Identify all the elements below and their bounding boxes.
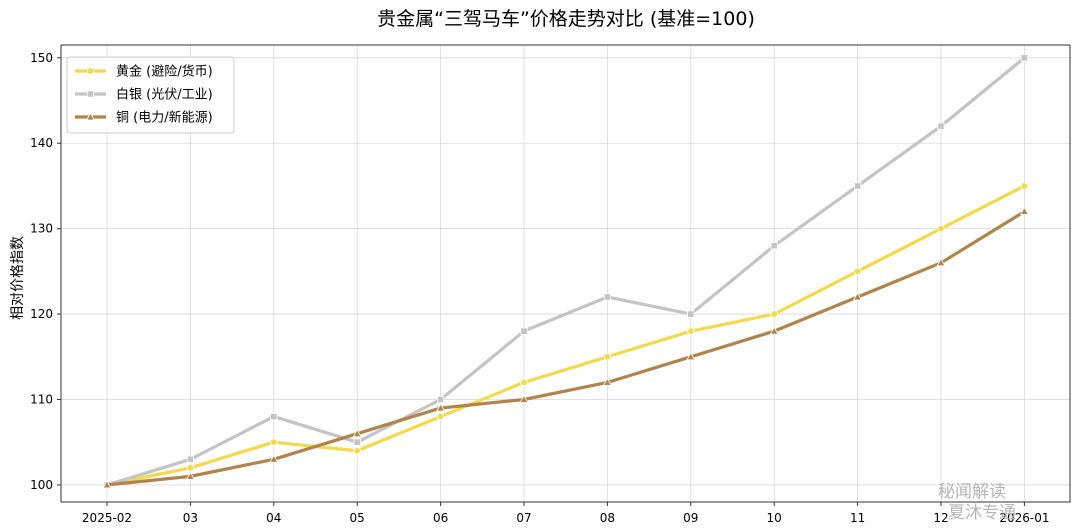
data-point	[770, 310, 778, 318]
x-tick-label: 08	[600, 511, 615, 525]
chart-title: 贵金属“三驾马车”价格走势对比 (基准=100)	[377, 8, 755, 30]
data-point	[519, 394, 529, 403]
watermark: 秘闻解读 夏沐专通	[938, 482, 1016, 523]
x-tick-label: 05	[350, 511, 365, 525]
data-point	[185, 471, 195, 480]
series-line	[105, 56, 1027, 487]
data-point	[269, 454, 279, 463]
series-group	[102, 54, 1029, 489]
data-point	[602, 377, 612, 386]
watermark-line1: 秘闻解读	[938, 482, 1006, 502]
data-point	[769, 326, 779, 335]
legend-marker	[86, 90, 95, 98]
data-point	[520, 378, 528, 387]
data-point	[853, 267, 862, 276]
data-point	[270, 412, 278, 421]
data-point	[436, 412, 445, 421]
data-point	[186, 464, 195, 472]
y-tick-label: 110	[30, 392, 53, 406]
series-line	[105, 209, 1027, 487]
x-axis: 2025-02 03 04 05 06 07 08 09 10 11 12 2026-01	[82, 502, 1049, 525]
data-point	[686, 351, 696, 361]
watermark-line2: 夏沐专通	[948, 503, 1016, 523]
y-tick-label: 120	[30, 307, 53, 321]
legend-item: 白银 (光伏/工业)	[75, 87, 213, 103]
x-tick-label: 07	[516, 511, 531, 525]
data-point	[1020, 182, 1029, 190]
grid	[61, 45, 1070, 502]
legend-item: 铜 (电力/新能源)	[75, 110, 213, 126]
data-point	[937, 224, 945, 233]
x-tick-label: 11	[850, 511, 865, 525]
y-tick-label: 140	[30, 136, 53, 150]
x-tick-label: 06	[433, 511, 448, 525]
data-point	[854, 182, 862, 190]
data-point	[186, 455, 194, 463]
legend-marker	[86, 112, 95, 121]
data-point	[520, 327, 528, 335]
x-tick-label: 12	[933, 511, 948, 525]
data-point	[770, 242, 778, 250]
series-line	[105, 184, 1027, 487]
series-3	[102, 206, 1029, 489]
data-point	[687, 310, 695, 318]
data-point	[1019, 206, 1029, 215]
x-tick-label: 2025-02	[82, 511, 132, 525]
x-tick-label: 10	[767, 511, 782, 525]
data-point	[1020, 54, 1029, 62]
y-tick-label: 100	[30, 478, 53, 492]
x-tick-label: 09	[683, 511, 698, 525]
data-point	[352, 428, 362, 438]
data-point	[687, 327, 695, 335]
legend-box	[66, 56, 235, 134]
series-1	[103, 182, 1029, 489]
legend-item: 黄金 (避险/货币)	[75, 64, 213, 80]
data-point	[436, 395, 445, 404]
data-point	[353, 447, 361, 455]
x-tick-label: 2026-01	[999, 511, 1049, 525]
y-axis: 100 110 120 130 140 150	[30, 51, 61, 492]
x-tick-label: 04	[266, 511, 281, 525]
legend-label: 白银 (光伏/工业)	[116, 87, 213, 103]
x-tick-label: 03	[183, 511, 198, 525]
data-point	[937, 122, 945, 130]
data-point	[436, 403, 446, 412]
series-2	[103, 54, 1029, 489]
data-point	[603, 353, 612, 361]
y-axis-label: 相对价格指数	[10, 236, 26, 320]
y-tick-label: 150	[30, 51, 53, 65]
y-tick-label: 130	[30, 222, 53, 236]
data-point	[853, 292, 863, 301]
data-point	[102, 480, 112, 489]
legend-marker	[86, 67, 95, 75]
legend-label: 铜 (电力/新能源)	[116, 110, 213, 126]
data-point	[603, 293, 612, 301]
legend-label: 黄金 (避险/货币)	[116, 64, 213, 80]
data-point	[353, 438, 361, 446]
legend: 黄金 (避险/货币) 白银 (光伏/工业) 铜 (电力/新能源)	[66, 56, 235, 134]
data-point	[270, 438, 278, 446]
plot-frame	[60, 44, 1071, 503]
data-point	[936, 257, 946, 267]
